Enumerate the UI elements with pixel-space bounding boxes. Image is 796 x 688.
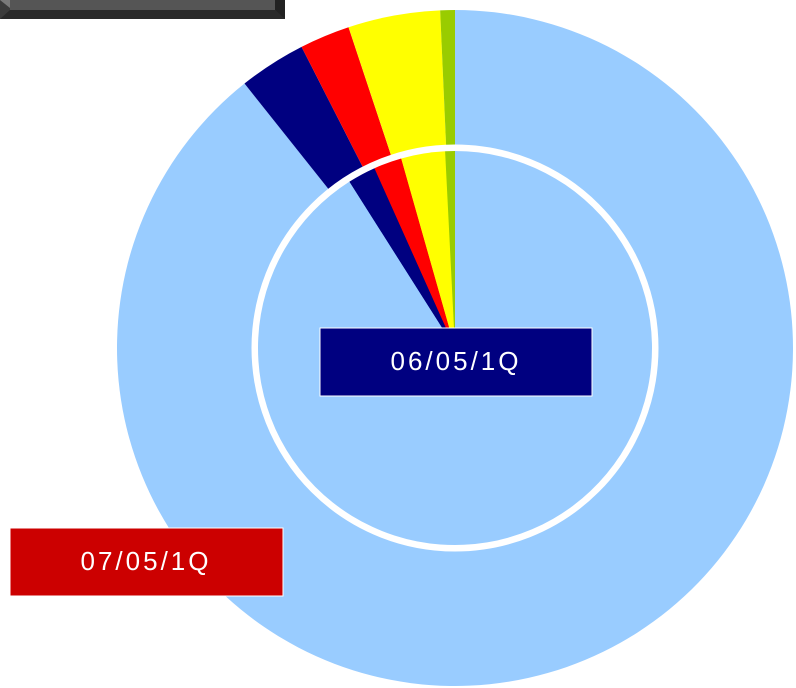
outer-series-label: 07/05/1Q [81, 546, 212, 576]
inner-series-label: 06/05/1Q [391, 346, 522, 376]
pie-slice [349, 168, 455, 348]
outer-label-box [9, 527, 284, 597]
pie-slice [445, 151, 455, 348]
ring-separator [251, 144, 659, 552]
inner-label-box [319, 327, 593, 397]
top-bar [0, 0, 285, 19]
pie-slice [401, 151, 455, 348]
pie-slice [374, 158, 455, 348]
